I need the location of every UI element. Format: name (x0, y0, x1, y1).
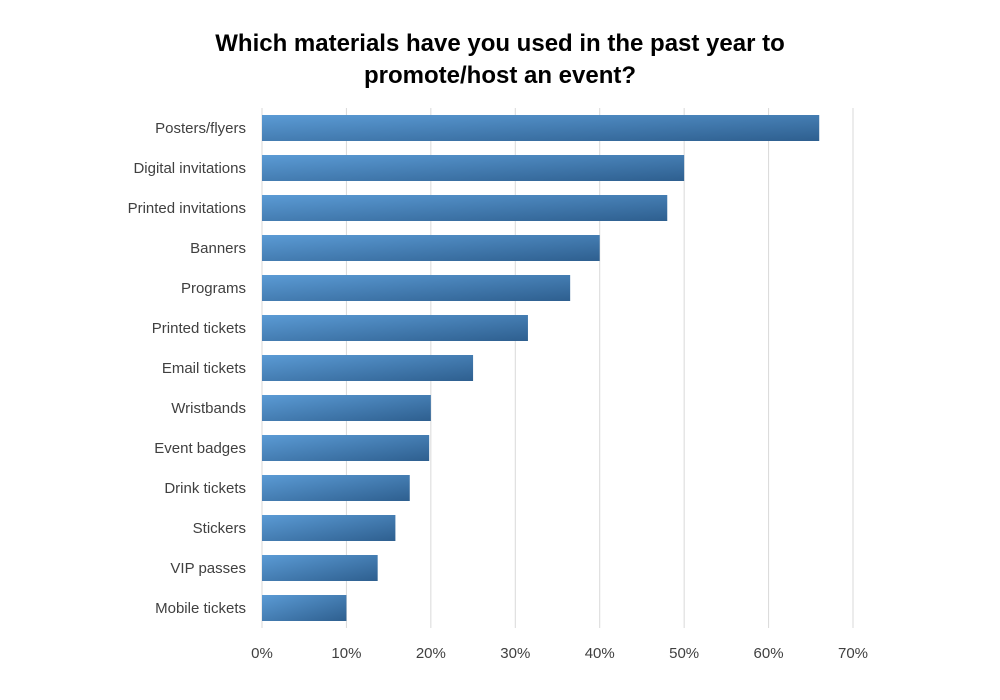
bar (262, 115, 820, 141)
bar (262, 275, 571, 301)
x-tick-label: 10% (331, 645, 361, 662)
bars (262, 115, 820, 621)
bar (262, 155, 685, 181)
bar (262, 555, 378, 581)
category-label: Drink tickets (164, 480, 246, 497)
category-label: Programs (181, 280, 246, 297)
x-tick-label: 0% (251, 645, 273, 662)
bar (262, 515, 396, 541)
bar (262, 315, 528, 341)
category-label: Posters/flyers (155, 120, 246, 137)
bar (262, 355, 474, 381)
bar (262, 595, 347, 621)
x-tick-label: 50% (669, 645, 699, 662)
category-label: Digital invitations (133, 160, 246, 177)
x-tick-label: 30% (500, 645, 530, 662)
x-tick-label: 60% (754, 645, 784, 662)
category-label: Mobile tickets (155, 600, 246, 617)
category-label: Event badges (154, 440, 246, 457)
category-label: Printed tickets (152, 320, 246, 337)
bar (262, 395, 431, 421)
category-label: VIP passes (170, 560, 246, 577)
bar (262, 475, 410, 501)
category-label: Stickers (193, 520, 246, 537)
x-tick-label: 40% (585, 645, 615, 662)
x-tick-label: 20% (416, 645, 446, 662)
bar (262, 435, 430, 461)
category-labels: Posters/flyers Digital invitations Printed… (128, 120, 246, 617)
chart-title: Which materials have you used in the pas… (215, 30, 785, 89)
x-tick-label: 70% (838, 645, 868, 662)
category-label: Email tickets (162, 360, 246, 377)
category-label: Banners (190, 240, 246, 257)
x-axis-tick-labels: 0% 10% 20% 30% 40% 50% 60% 70% (251, 645, 868, 662)
category-label: Wristbands (171, 400, 246, 417)
category-label: Printed invitations (128, 200, 246, 217)
bar (262, 195, 668, 221)
bar (262, 235, 600, 261)
